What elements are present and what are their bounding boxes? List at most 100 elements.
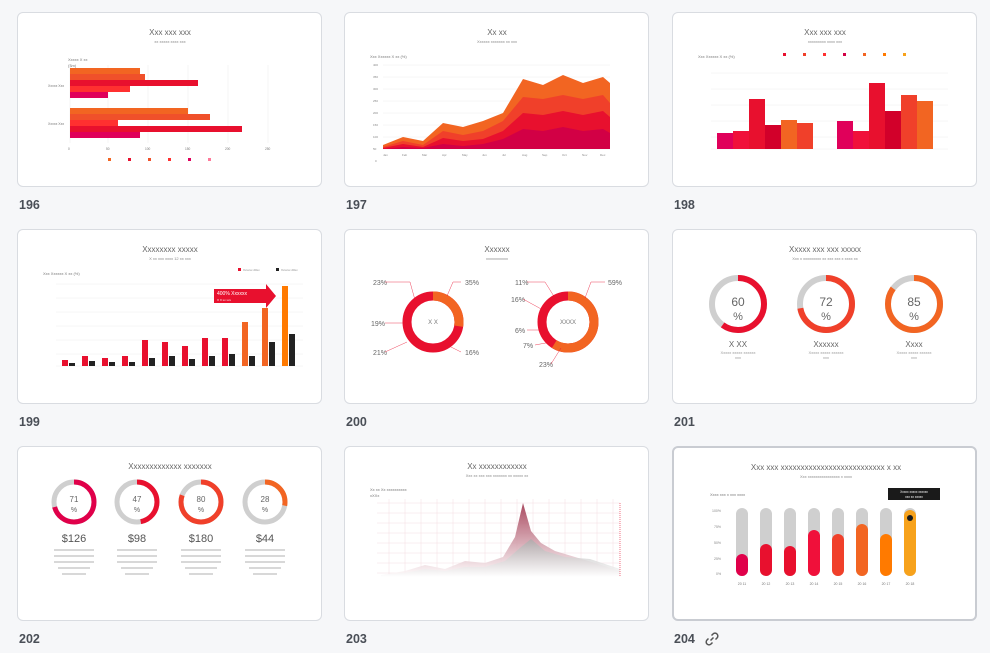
progress-ring: 85 %	[885, 275, 943, 333]
slide-thumbnail-204[interactable]: Xxx xxx xxxxxxxxxxxxxxxxxxxxxxxxxx x xx …	[672, 446, 977, 621]
area-series	[383, 127, 610, 149]
svg-text:Xxxx: Xxxx	[905, 340, 922, 349]
slide-thumbnail-199[interactable]: Xxxxxxxx xxxxx X xx xxx xxxx 12 xx xxx X…	[17, 229, 322, 404]
bar	[917, 101, 933, 149]
svg-text:400: 400	[373, 63, 378, 67]
svg-text:0: 0	[68, 147, 70, 151]
svg-text:Oct: Oct	[562, 153, 567, 157]
svg-text:20 15: 20 15	[834, 582, 843, 586]
chart-title: Xxxxx xxx xxx xxxxx	[789, 245, 861, 254]
svg-text:47: 47	[133, 495, 142, 504]
slide-number: 204	[674, 632, 695, 646]
bar	[70, 126, 242, 132]
progress-ring: 28%	[242, 479, 288, 525]
chart-204: Xxx xxx xxxxxxxxxxxxxxxxxxxxxxxxxx x xx …	[710, 463, 940, 586]
slide-number: 197	[346, 198, 367, 212]
svg-text:xxx: xxx	[823, 355, 829, 360]
svg-text:16%: 16%	[511, 297, 525, 304]
chart-subtitle: Xxx x xxxxxxxxx xx xxx xxx x xxxx xx	[792, 256, 858, 261]
svg-text:60: 60	[731, 295, 745, 309]
link-icon[interactable]	[704, 631, 720, 647]
slide-thumbnail-198[interactable]: Xxx xxx xxx xxxxxxxxx xxxx xxx Xxx Xxxxx…	[672, 12, 977, 187]
svg-text:250: 250	[265, 147, 271, 151]
donut-chart: XXXX	[537, 291, 599, 353]
svg-text:X XX: X XX	[729, 340, 748, 349]
svg-text:6%: 6%	[515, 328, 525, 335]
svg-text:20 16: 20 16	[858, 582, 867, 586]
slide-thumbnail-201[interactable]: Xxxxx xxx xxx xxxxx Xxx x xxxxxxxxx xx x…	[672, 229, 977, 404]
svg-text:20 14: 20 14	[810, 582, 819, 586]
donut-chart: X X	[402, 291, 464, 353]
slide-thumbnail-197[interactable]: Xx xx Xxxxxx xxxxxxx xx xxx Xxx Xxxxxx X…	[344, 12, 649, 187]
svg-text:350: 350	[373, 75, 378, 79]
bar	[885, 111, 901, 149]
svg-text:100: 100	[373, 135, 378, 139]
svg-text:59%: 59%	[608, 280, 622, 287]
svg-text:Xxxxx Xxx: Xxxxx Xxx	[48, 122, 64, 126]
bar	[853, 131, 869, 149]
slide-number: 202	[19, 632, 40, 646]
svg-text:%: %	[909, 311, 919, 323]
svg-text:%: %	[134, 507, 140, 514]
chart-subtitle: xxxxxxxxxxx	[486, 256, 508, 261]
svg-text:$98: $98	[128, 533, 146, 545]
bar	[869, 83, 885, 149]
bar	[70, 120, 118, 126]
bar	[904, 510, 916, 576]
svg-text:Aug: Aug	[522, 153, 528, 157]
slide-thumbnail-202[interactable]: Xxxxxxxxxxxxx xxxxxxx 71% 47% 80% 28% $1…	[17, 446, 322, 621]
svg-text:100: 100	[145, 147, 151, 151]
svg-text:28: 28	[261, 495, 270, 504]
bar	[797, 123, 813, 149]
chart-202: Xxxxxxxxxxxxx xxxxxxx 71% 47% 80% 28% $1…	[51, 462, 288, 575]
svg-text:Xxxxx xxxxx xxxxxx: Xxxxx xxxxx xxxxxx	[897, 350, 932, 355]
progress-ring: 60 %	[709, 275, 767, 333]
chart-title: Xxx xxx xxx	[149, 28, 191, 37]
chart-subtitle: X xx xxx xxxx 12 xx xxx	[149, 256, 191, 261]
svg-text:$180: $180	[189, 533, 213, 545]
svg-text:Xxxxx Xxx: Xxxxx Xxx	[48, 84, 64, 88]
chart-197: Xx xx Xxxxxx xxxxxxx xx xxx Xxx Xxxxxx X…	[370, 28, 610, 163]
svg-text:May: May	[462, 153, 468, 157]
svg-text:Xxxxx xxxxx xxxxxx: Xxxxx xxxxx xxxxxx	[809, 350, 844, 355]
svg-text:Xxxxxx: Xxxxxx	[813, 340, 838, 349]
svg-text:Xxxxx X xx: Xxxxx X xx	[68, 57, 88, 62]
chart-subtitle: xxxxxxxxx xxxx xxx	[808, 39, 842, 44]
slide-number: 199	[19, 415, 40, 429]
area-series	[381, 539, 620, 577]
bar	[781, 120, 797, 149]
bar	[70, 68, 140, 74]
slide-thumbnail-203[interactable]: Xx xxxxxxxxxxxx Xxx xx xxx xxx xxxxxxx x…	[344, 446, 649, 621]
svg-text:50%: 50%	[714, 541, 721, 545]
progress-ring: 72 %	[797, 275, 855, 333]
svg-text:xxx: xxx	[735, 355, 741, 360]
svg-text:23%: 23%	[373, 280, 387, 287]
svg-text:%: %	[262, 507, 268, 514]
chart-198: Xxx xxx xxx xxxxxxxxx xxxx xxx Xxx Xxxxx…	[698, 28, 948, 150]
bar	[837, 121, 853, 149]
svg-text:0: 0	[375, 159, 377, 163]
svg-text:X X xx xxx: X X xx xxx	[217, 298, 232, 302]
chart-subtitle: Xxx xxxxxxxxxxxxxxxx x xxxx	[800, 474, 852, 479]
bar	[70, 80, 198, 86]
svg-text:Xxxxxx 20xx: Xxxxxx 20xx	[281, 268, 298, 272]
svg-text:25%: 25%	[714, 557, 721, 561]
svg-text:Xxxxxx 20xx: Xxxxxx 20xx	[243, 268, 260, 272]
svg-text:Dec: Dec	[600, 153, 606, 157]
svg-text:%: %	[821, 311, 831, 323]
svg-text:250: 250	[373, 99, 378, 103]
chart-subtitle: xx xxxxx xxxx xxx	[154, 39, 185, 44]
svg-text:150: 150	[373, 123, 378, 127]
chart-203: Xx xxxxxxxxxxxx Xxx xx xxx xxx xxxxxxx x…	[370, 462, 621, 577]
svg-text:16%: 16%	[465, 350, 479, 357]
svg-text:400% Xxxxxx: 400% Xxxxxx	[217, 291, 248, 297]
progress-ring: 47%	[114, 479, 160, 525]
chart-subtitle: Xxx xx xxx xxx xxxxxxx xx xxxxx xx	[466, 473, 528, 478]
svg-text:20 12: 20 12	[762, 582, 771, 586]
svg-text:Nov: Nov	[582, 153, 588, 157]
chart-196: Xxx xxx xxx xx xxxxx xxxx xxx Xxxxx X xx…	[48, 28, 271, 161]
slide-thumbnail-196[interactable]: Xxx xxx xxx xx xxxxx xxxx xxx Xxxxx X xx…	[17, 12, 322, 187]
svg-text:Apr: Apr	[442, 153, 447, 157]
slide-thumbnail-200[interactable]: Xxxxxx xxxxxxxxxxx X X XXXX 23% 35% 19% …	[344, 229, 649, 404]
svg-text:xxx: xxx	[911, 355, 917, 360]
